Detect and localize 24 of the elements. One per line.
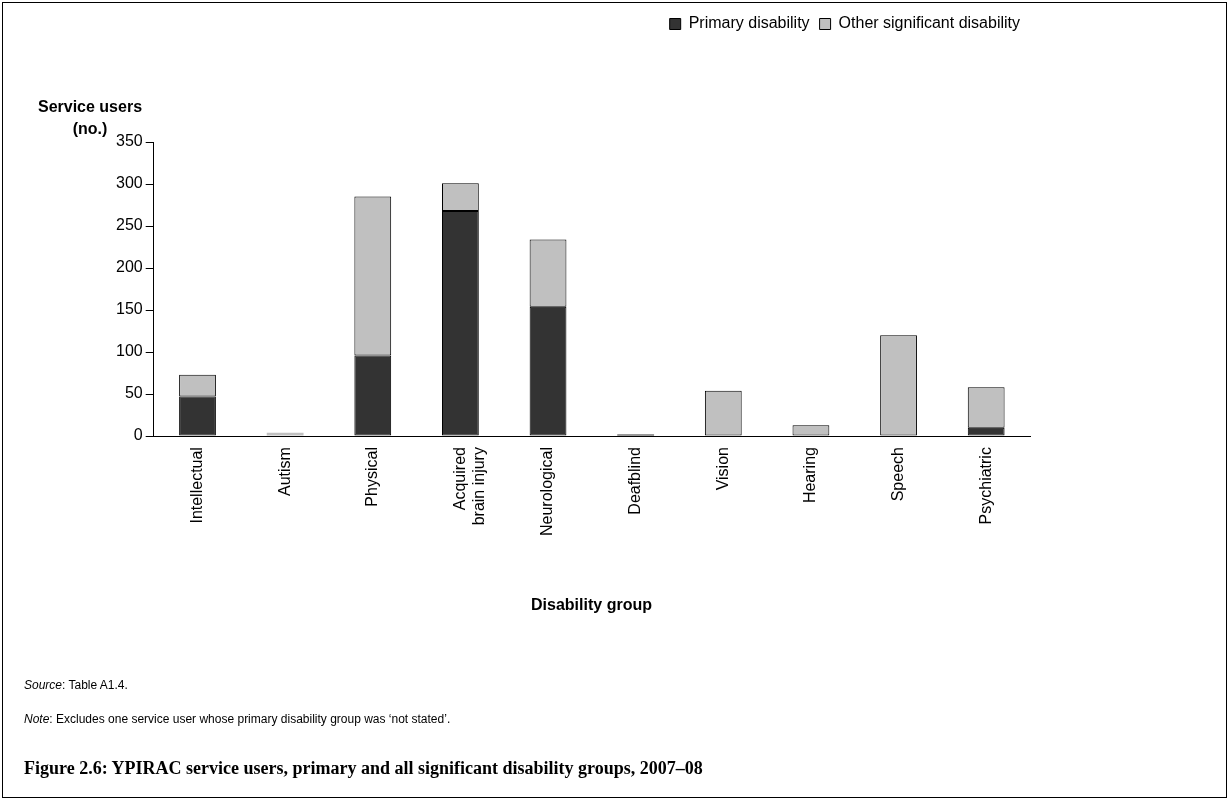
source-note: Source: Table A1.4.	[24, 678, 128, 692]
y-tick-label: 100	[115, 342, 143, 360]
x-tick-label: Vision	[713, 447, 731, 491]
legend-label: Primary disability	[688, 14, 810, 32]
y-tick-label: 200	[115, 258, 143, 276]
x-tick-label: Neurological	[538, 447, 556, 536]
x-tick-label: Autism	[275, 447, 293, 496]
x-tick-label: Acquired brain injury	[450, 447, 488, 526]
x-tick-label: Physical	[363, 447, 381, 507]
x-tick-label: Psychiatric	[976, 447, 994, 525]
x-tick-label: Intellectual	[187, 447, 205, 524]
y-tick-label: 300	[115, 174, 143, 192]
y-tick-label: 250	[115, 216, 143, 234]
y-tick-label: 50	[124, 384, 143, 402]
x-tick-label: Hearing	[801, 447, 819, 504]
x-tick-label: Speech	[888, 447, 906, 502]
y-tick-label: 150	[115, 300, 143, 318]
x-tick-label: Deafblind	[626, 447, 644, 515]
text: Note: Excludes one service user whose primary disability group was ‘not stated’.	[24, 712, 451, 726]
legend-label: Other significant disability	[838, 14, 1021, 32]
x-axis-title: Disability group	[530, 596, 653, 614]
y-tick-label: 0	[133, 426, 143, 444]
bar	[266, 432, 304, 436]
text: Figure 2.6: YPIRAC service users, primary and all significant disability groups, 2007–08	[24, 758, 703, 779]
